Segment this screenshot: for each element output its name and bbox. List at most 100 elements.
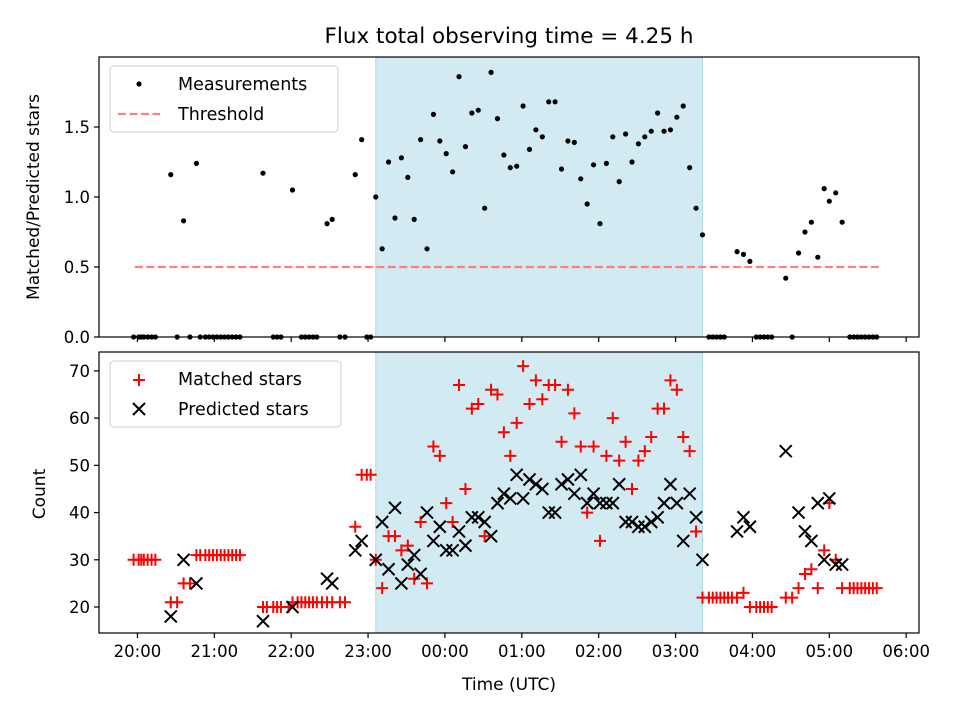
matched-star-point [568, 407, 581, 420]
x-tick-label: 02:00 [575, 642, 623, 661]
predicted-star-point [413, 567, 428, 581]
measurement-point [747, 258, 753, 264]
predicted-star-point [433, 520, 447, 534]
measurement-point [546, 99, 552, 105]
measurement-point [289, 187, 296, 193]
matched-star-point [765, 601, 778, 614]
matched-star-point [555, 435, 568, 448]
predicted-star-point [689, 510, 703, 525]
matched-star-point [600, 449, 613, 462]
measurement-point [590, 162, 597, 168]
measurement-point [565, 138, 571, 144]
measurement-point [385, 159, 392, 165]
matched-star-point [805, 563, 818, 576]
matched-star-point [638, 445, 651, 458]
measurement-point [610, 134, 616, 140]
predicted-star-point [743, 520, 757, 534]
measurement-point [642, 134, 648, 140]
matched-star-point [613, 454, 626, 467]
measurement-point [622, 131, 629, 137]
x-tick-label: 00:00 [421, 642, 469, 661]
top-y-tick-label: 1.5 [64, 118, 90, 137]
top-y-tick-label: 0.0 [64, 328, 90, 347]
matched-star-point [233, 549, 246, 562]
measurement-point [180, 218, 187, 224]
matched-star-point [593, 534, 606, 547]
predicted-star-point [445, 543, 460, 558]
predicted-star-point [452, 524, 466, 539]
matched-star-point [497, 426, 510, 439]
measurement-point [808, 219, 814, 225]
measurement-point [629, 159, 635, 165]
measurement-point [821, 186, 827, 192]
predicted-star-point [542, 505, 556, 520]
measurement-point [398, 155, 404, 161]
measurement-point [193, 160, 199, 166]
matched-star-point [339, 596, 351, 609]
predicted-star-point [516, 491, 530, 506]
x-tick-label: 21:00 [191, 642, 239, 661]
predicted-star-point [791, 505, 806, 520]
matched-star-point [870, 582, 883, 595]
predicted-star-point [503, 491, 517, 506]
measurement-point [392, 215, 398, 221]
x-tick-label: 05:00 [806, 642, 854, 661]
predicted-star-point [730, 524, 744, 539]
predicted-star-point [420, 505, 434, 520]
measurement-point [405, 174, 411, 180]
predicted-star-point [477, 515, 492, 529]
bottom-y-tick-label: 30 [69, 551, 90, 570]
legend-label-measurements: Measurements [178, 75, 307, 95]
matched-star-point [536, 393, 549, 406]
predicted-star-point [695, 553, 710, 567]
bottom-y-tick-label: 50 [69, 456, 90, 475]
matched-star-point [581, 506, 594, 519]
top-legend-frame [109, 65, 339, 133]
measurement-point [558, 166, 565, 172]
predicted-star-point [548, 505, 562, 520]
bottom-y-axis-label: Count [30, 468, 50, 519]
measurement-point [597, 221, 603, 227]
predicted-star-point [657, 496, 671, 510]
predicted-star-point [256, 614, 270, 628]
predicted-star-point [574, 468, 588, 482]
predicted-star-point [484, 529, 498, 543]
matched-star-point [523, 397, 536, 410]
measurement-point [802, 229, 808, 235]
measurement-point [539, 134, 545, 140]
bottom-panel: 20 30 40 50 60 70 20:00 21:00 22:00 23:00 00:00 01:… [69, 351, 930, 661]
predicted-star-point [497, 486, 511, 501]
matched-star-point [171, 596, 184, 609]
predicted-star-point [644, 515, 658, 529]
x-tick-label: 20:00 [114, 642, 162, 661]
measurement-point [324, 221, 330, 227]
measurement-point [571, 139, 577, 145]
predicted-star-point [586, 486, 601, 501]
matched-star-point [183, 577, 196, 590]
matched-star-point [690, 525, 703, 538]
measurement-point [734, 249, 740, 255]
legend-marker-matched [133, 374, 145, 386]
matched-star-point [561, 383, 574, 396]
predicted-star-point [599, 496, 614, 510]
matched-star-point [459, 482, 472, 495]
measurement-point [783, 275, 789, 281]
measurement-point [795, 250, 802, 256]
measurement-point [578, 176, 584, 182]
matched-star-point [632, 454, 645, 467]
matched-star-point [491, 388, 504, 401]
measurement-point [826, 198, 832, 204]
predicted-star-point [554, 477, 569, 491]
predicted-star-point [835, 557, 849, 572]
matched-star-point [427, 440, 440, 453]
predicted-star-point [612, 477, 626, 491]
measurement-point [699, 232, 706, 238]
measurement-point [603, 160, 609, 166]
predicted-star-point [535, 482, 550, 496]
predicted-star-point [458, 538, 473, 553]
predicted-star-point [465, 510, 479, 525]
matched-star-point [683, 445, 696, 458]
measurement-point [469, 110, 475, 116]
predicted-star-point [381, 562, 396, 576]
measurement-point [494, 116, 501, 122]
